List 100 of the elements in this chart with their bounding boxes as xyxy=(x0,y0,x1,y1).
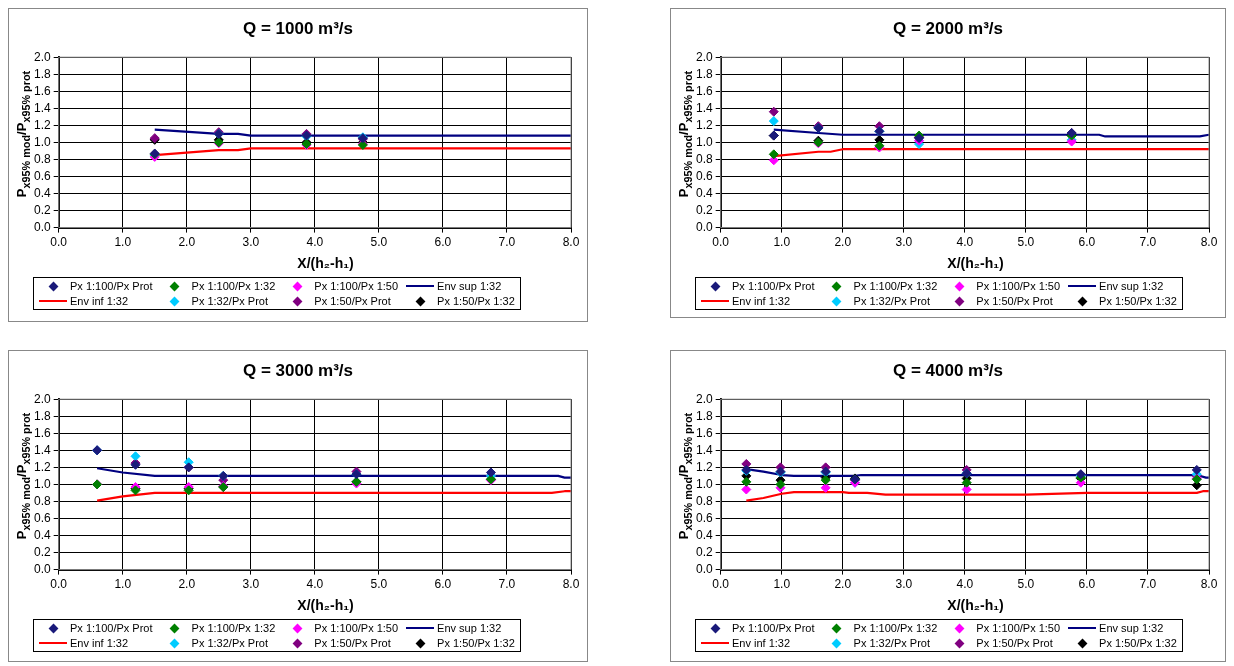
legend-label: Env inf 1:32 xyxy=(732,295,791,307)
legend-label: Env sup 1:32 xyxy=(1099,280,1164,292)
y-tick-label: 1.4 xyxy=(33,442,51,457)
legend-label: Px 1:100/Px 1:32 xyxy=(191,622,276,634)
legend-label: Px 1:100/Px 1:50 xyxy=(314,622,399,634)
y-tick-label: 1.0 xyxy=(695,134,713,149)
y-tick-label: 0.0 xyxy=(33,561,51,576)
legend-label: Px 1:50/Px 1:32 xyxy=(437,295,515,307)
x-tick-label: 3.0 xyxy=(895,577,913,592)
chart-title: Q = 2000 m³/s xyxy=(891,19,1005,39)
y-tick-label: 0.2 xyxy=(695,544,713,559)
y-tick-label: 0.6 xyxy=(33,510,51,525)
legend-label: Px 1:50/Px 1:32 xyxy=(1099,295,1177,307)
x-tick-label: 8.0 xyxy=(1200,577,1218,592)
legend-label: Px 1:50/Px 1:32 xyxy=(437,637,515,649)
y-tick-label: 0.8 xyxy=(695,151,713,166)
legend-label: Px 1:100/Px Prot xyxy=(732,622,815,634)
legend-label: Px 1:32/Px Prot xyxy=(191,637,268,649)
chart-title: Q = 3000 m³/s xyxy=(241,361,355,381)
x-tick-label: 7.0 xyxy=(498,235,516,250)
legend-label: Px 1:100/Px Prot xyxy=(70,622,153,634)
x-axis-title: X/(h₂-h₁) xyxy=(296,597,355,613)
x-tick-label: 1.0 xyxy=(773,235,791,250)
y-tick-label: 1.8 xyxy=(695,66,713,81)
y-tick-label: 1.6 xyxy=(33,425,51,440)
x-tick-label: 2.0 xyxy=(178,577,196,592)
x-tick-label: 5.0 xyxy=(1017,235,1035,250)
y-tick-label: 0.4 xyxy=(33,527,51,542)
x-axis-title: X/(h₂-h₁) xyxy=(296,255,355,271)
x-tick-label: 4.0 xyxy=(956,235,974,250)
y-tick-label: 0.4 xyxy=(695,185,713,200)
legend-label: Px 1:100/Px 1:32 xyxy=(853,622,938,634)
y-tick-label: 1.6 xyxy=(695,425,713,440)
y-tick-label: 0.0 xyxy=(33,219,51,234)
legend-label: Px 1:50/Px Prot xyxy=(976,295,1053,307)
x-tick-label: 2.0 xyxy=(178,235,196,250)
legend-label: Px 1:100/Px 1:32 xyxy=(191,280,276,292)
y-tick-label: 0.6 xyxy=(695,510,713,525)
legend-label: Px 1:50/Px Prot xyxy=(314,295,391,307)
x-tick-label: 4.0 xyxy=(306,577,324,592)
y-tick-label: 1.0 xyxy=(33,134,51,149)
x-tick-label: 2.0 xyxy=(834,577,852,592)
x-tick-label: 1.0 xyxy=(773,577,791,592)
x-tick-label: 8.0 xyxy=(562,577,580,592)
legend-label: Px 1:32/Px Prot xyxy=(853,295,930,307)
legend-label: Px 1:50/Px 1:32 xyxy=(1099,637,1177,649)
x-tick-label: 1.0 xyxy=(114,235,132,250)
y-tick-label: 0.6 xyxy=(695,168,713,183)
x-tick-label: 8.0 xyxy=(1200,235,1218,250)
x-tick-label: 7.0 xyxy=(1139,577,1157,592)
y-tick-label: 0.4 xyxy=(695,527,713,542)
legend-label: Px 1:50/Px Prot xyxy=(976,637,1053,649)
x-tick-label: 6.0 xyxy=(434,577,452,592)
y-tick-label: 0.8 xyxy=(33,493,51,508)
y-tick-label: 1.2 xyxy=(695,117,713,132)
legend-label: Env inf 1:32 xyxy=(732,637,791,649)
y-tick-label: 0.6 xyxy=(33,168,51,183)
y-tick-label: 0.0 xyxy=(695,219,713,234)
x-tick-label: 0.0 xyxy=(50,235,68,250)
x-tick-label: 0.0 xyxy=(712,235,730,250)
y-tick-label: 0.0 xyxy=(695,561,713,576)
legend-label: Px 1:100/Px 1:50 xyxy=(976,622,1061,634)
x-tick-label: 7.0 xyxy=(498,577,516,592)
y-tick-label: 0.4 xyxy=(33,185,51,200)
y-tick-label: 1.8 xyxy=(695,408,713,423)
legend-label: Px 1:100/Px Prot xyxy=(70,280,153,292)
y-tick-label: 0.2 xyxy=(695,202,713,217)
x-tick-label: 1.0 xyxy=(114,577,132,592)
legend-label: Px 1:100/Px Prot xyxy=(732,280,815,292)
legend-label: Env sup 1:32 xyxy=(437,280,502,292)
legend-label: Env inf 1:32 xyxy=(70,637,129,649)
y-tick-label: 1.8 xyxy=(33,66,51,81)
y-tick-label: 0.2 xyxy=(33,544,51,559)
chart-title: Q = 4000 m³/s xyxy=(891,361,1005,381)
y-tick-label: 2.0 xyxy=(33,391,51,406)
chart-title: Q = 1000 m³/s xyxy=(241,19,355,39)
y-tick-label: 2.0 xyxy=(695,49,713,64)
legend-label: Env sup 1:32 xyxy=(1099,622,1164,634)
y-tick-label: 1.0 xyxy=(695,476,713,491)
y-tick-label: 1.6 xyxy=(33,83,51,98)
x-tick-label: 3.0 xyxy=(242,235,260,250)
y-tick-label: 1.8 xyxy=(33,408,51,423)
y-tick-label: 1.2 xyxy=(695,459,713,474)
x-tick-label: 0.0 xyxy=(50,577,68,592)
legend-label: Env inf 1:32 xyxy=(70,295,129,307)
y-tick-label: 0.8 xyxy=(33,151,51,166)
legend-label: Px 1:32/Px Prot xyxy=(853,637,930,649)
legend-label: Px 1:50/Px Prot xyxy=(314,637,391,649)
x-tick-label: 6.0 xyxy=(1078,577,1096,592)
y-tick-label: 1.4 xyxy=(695,100,713,115)
y-tick-label: 2.0 xyxy=(33,49,51,64)
x-tick-label: 3.0 xyxy=(242,577,260,592)
x-axis-title: X/(h₂-h₁) xyxy=(946,597,1005,613)
legend-label: Px 1:32/Px Prot xyxy=(191,295,268,307)
x-tick-label: 0.0 xyxy=(712,577,730,592)
y-tick-label: 1.4 xyxy=(33,100,51,115)
x-tick-label: 5.0 xyxy=(1017,577,1035,592)
legend-label: Px 1:100/Px 1:50 xyxy=(976,280,1061,292)
x-tick-label: 4.0 xyxy=(306,235,324,250)
x-axis-title: X/(h₂-h₁) xyxy=(946,255,1005,271)
